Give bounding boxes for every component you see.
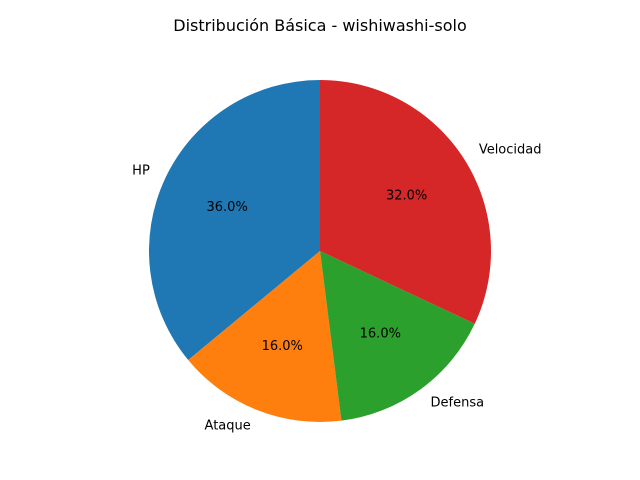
- pie-slice-hp: [148, 80, 320, 360]
- slice-label-defensa: Defensa: [431, 396, 485, 411]
- slice-percent-defensa: 16.0%: [360, 327, 401, 342]
- chart-title: Distribución Básica - wishiwashi-solo: [173, 16, 466, 35]
- slice-percent-ataque: 16.0%: [262, 339, 303, 354]
- pie-labels: HP 36.0% Ataque 16.0% Defensa 16.0% Velocidad 3…: [132, 143, 541, 434]
- slice-percent-velocidad: 32.0%: [386, 189, 427, 204]
- pie-slice-ataque: [188, 251, 342, 422]
- pie-slices: [148, 80, 491, 422]
- slice-label-velocidad: Velocidad: [479, 143, 542, 158]
- pie-slice-defensa: [320, 251, 475, 421]
- slice-label-ataque: Ataque: [205, 418, 251, 433]
- pie-slice-velocidad: [320, 80, 491, 324]
- slice-percent-hp: 36.0%: [207, 200, 248, 215]
- slice-label-hp: HP: [132, 163, 150, 178]
